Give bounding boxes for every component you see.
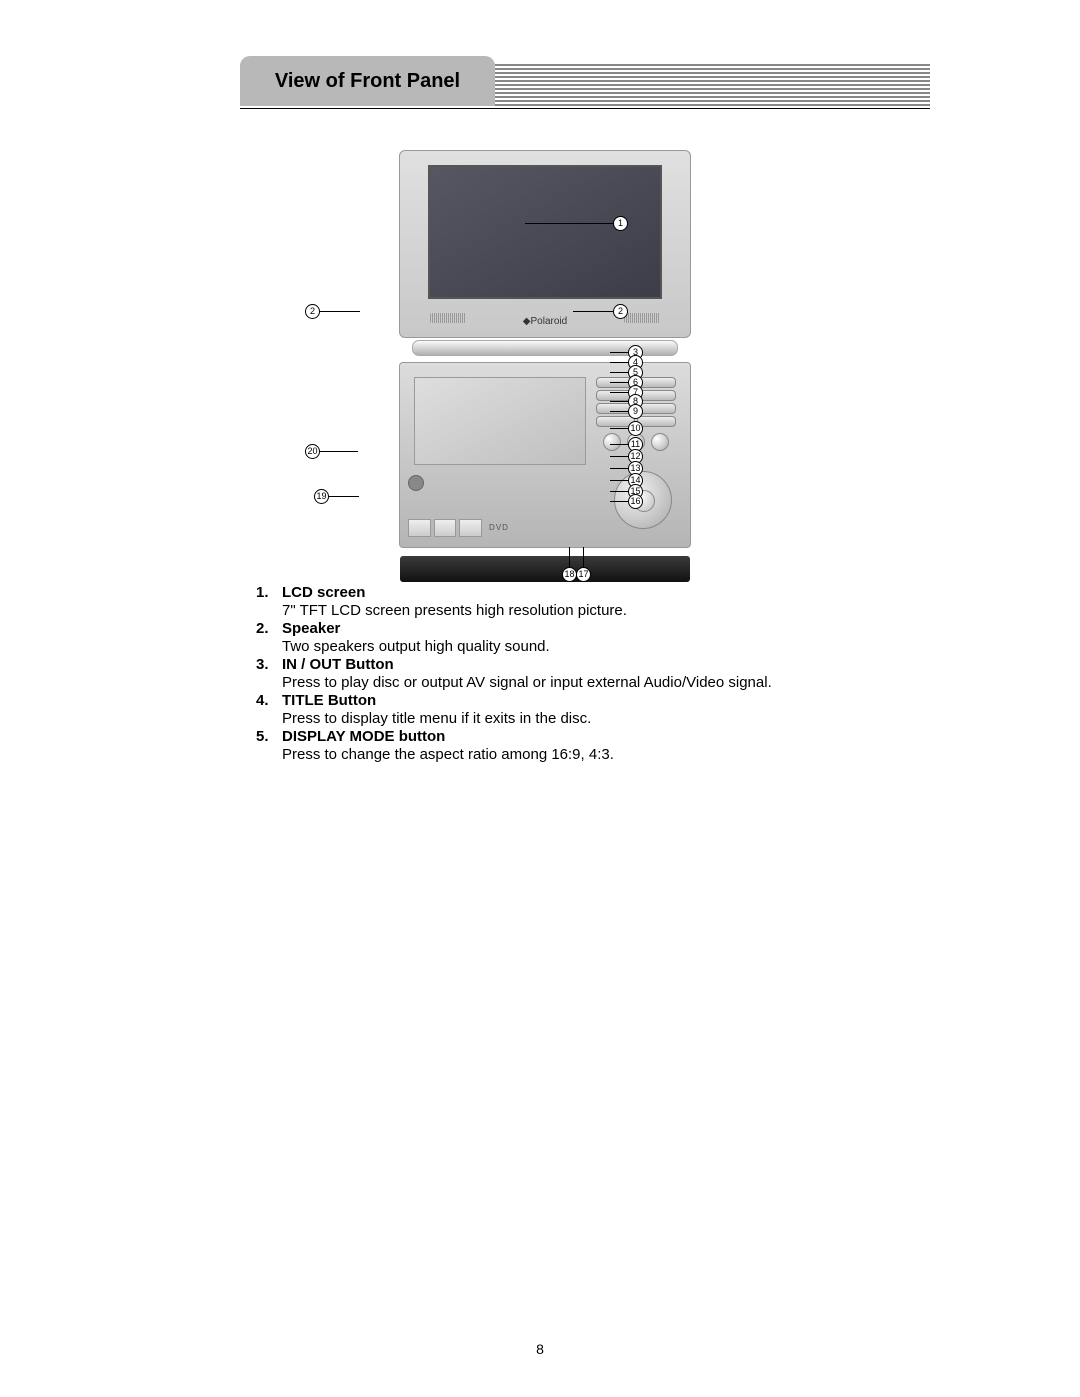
battery-bar [400,556,690,582]
callout-2-left: 2 [305,304,320,319]
header-underline [240,108,930,109]
callout-16: 16 [628,494,643,509]
callout-17: 17 [576,567,591,582]
item-number: 4. [256,692,282,728]
item-number: 1. [256,584,282,620]
item-title: Speaker [282,620,550,638]
open-button [408,475,424,491]
section-title-tab: View of Front Panel [240,56,495,106]
manual-page: View of Front Panel ◆Polaroid DVD [0,0,1080,1397]
item-title: LCD screen [282,584,627,602]
lcd-screen [428,165,662,299]
header-rule-lines [495,64,930,106]
brand-label: ◆Polaroid [400,316,690,327]
item-number: 2. [256,620,282,656]
item-number: 5. [256,728,282,764]
item-number: 3. [256,656,282,692]
callout-9: 9 [628,404,643,419]
description-list: 1. LCD screen 7" TFT LCD screen presents… [256,584,876,764]
callout-18: 18 [562,567,577,582]
lcd-lid: ◆Polaroid [399,150,691,338]
item-title: TITLE Button [282,692,591,710]
list-item: 3. IN / OUT Button Press to play disc or… [256,656,876,692]
item-title: DISPLAY MODE button [282,728,614,746]
list-item: 4. TITLE Button Press to display title m… [256,692,876,728]
item-desc: Two speakers output high quality sound. [282,638,550,656]
list-item: 2. Speaker Two speakers output high qual… [256,620,876,656]
item-title: IN / OUT Button [282,656,772,674]
callout-10: 10 [628,421,643,436]
item-desc: Press to display title menu if it exits … [282,710,591,728]
page-header: View of Front Panel [240,56,930,106]
item-desc: 7" TFT LCD screen presents high resoluti… [282,602,627,620]
callout-20: 20 [305,444,320,459]
list-item: 5. DISPLAY MODE button Press to change t… [256,728,876,764]
left-controls [408,519,482,537]
item-desc: Press to change the aspect ratio among 1… [282,746,614,764]
item-desc: Press to play disc or output AV signal o… [282,674,772,692]
callout-19: 19 [314,489,329,504]
page-number: 8 [0,1341,1080,1357]
base-unit: DVD [399,362,691,548]
device-diagram: ◆Polaroid DVD [345,150,745,582]
callout-1: 1 [613,216,628,231]
disc-door [414,377,586,465]
list-item: 1. LCD screen 7" TFT LCD screen presents… [256,584,876,620]
callout-2-right: 2 [613,304,628,319]
